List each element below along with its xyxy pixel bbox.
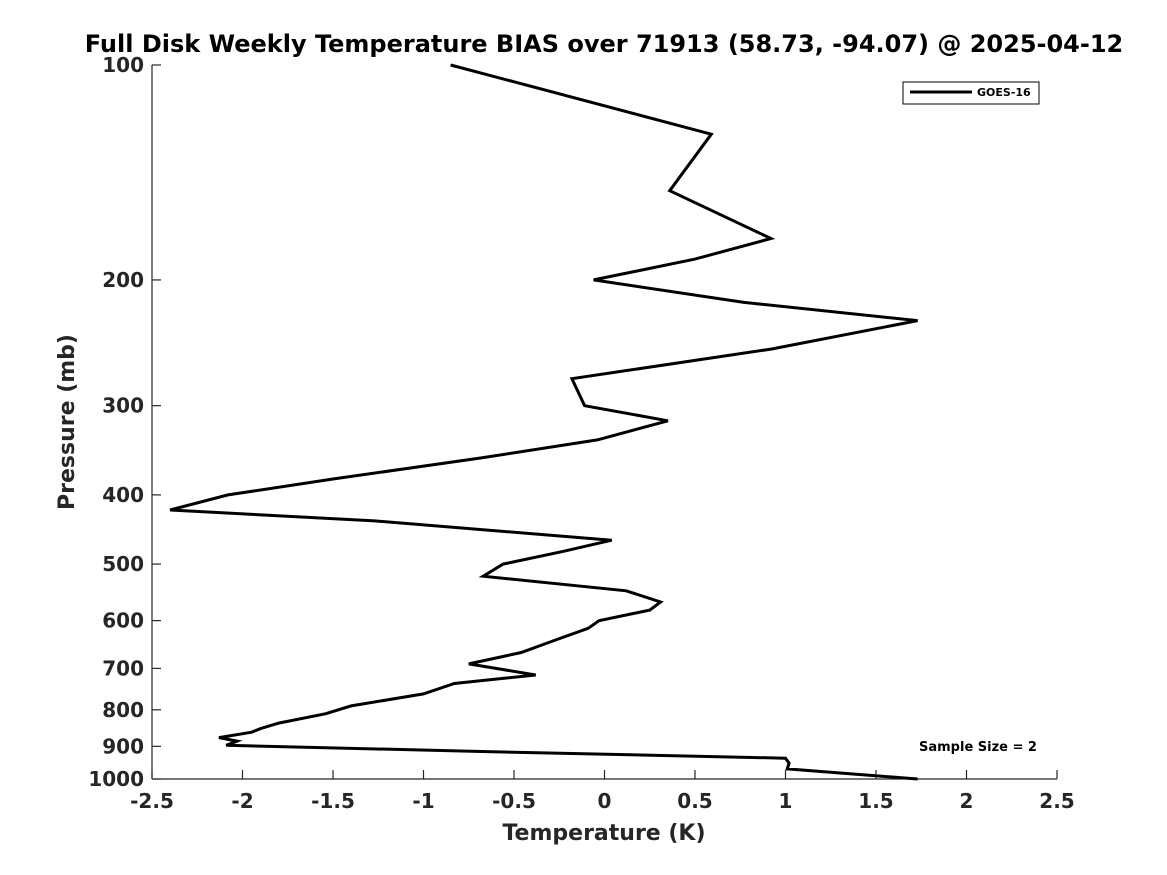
x-tick-label-2: 2: [960, 789, 974, 813]
y-tick-label-300: 300: [102, 394, 144, 418]
y-tick-label-500: 500: [102, 552, 144, 576]
y-tick-label-600: 600: [102, 609, 144, 633]
y-tick-label-100: 100: [102, 53, 144, 77]
x-tick-label-1.5: 1.5: [858, 789, 893, 813]
x-axis-ticks: -2.5 -2 -1.5 -1 -0.5 0 0.5 1 1.5 2 2.5: [130, 770, 1075, 813]
y-axis-ticks: 100 200 300 400 500 600 700 800 900 1000: [88, 53, 161, 791]
x-tick-label--2.5: -2.5: [130, 789, 174, 813]
x-tick-label--1.5: -1.5: [311, 789, 355, 813]
x-tick-label-2.5: 2.5: [1039, 789, 1074, 813]
x-tick-label-0: 0: [598, 789, 612, 813]
x-axis-label: Temperature (K): [502, 821, 705, 846]
legend-entry-goes-16: GOES-16: [977, 86, 1031, 99]
series-line-goes-16: [169, 63, 918, 781]
y-tick-label-1000: 1000: [88, 767, 144, 791]
x-tick-label-1: 1: [779, 789, 793, 813]
legend-box: GOES-16: [902, 81, 1040, 105]
y-tick-label-800: 800: [102, 698, 144, 722]
y-axis-label: Pressure (mb): [55, 334, 80, 510]
y-tick-label-200: 200: [102, 268, 144, 292]
y-tick-label-900: 900: [102, 734, 144, 758]
x-tick-label--1: -1: [412, 789, 434, 813]
chart-title: Full Disk Weekly Temperature BIAS over 7…: [85, 30, 1124, 58]
sample-size-annotation: Sample Size = 2: [919, 740, 1037, 755]
x-tick-label--0.5: -0.5: [492, 789, 536, 813]
x-tick-label-0.5: 0.5: [677, 789, 712, 813]
y-tick-label-400: 400: [102, 483, 144, 507]
x-tick-label--2: -2: [231, 789, 253, 813]
y-tick-label-700: 700: [102, 656, 144, 680]
